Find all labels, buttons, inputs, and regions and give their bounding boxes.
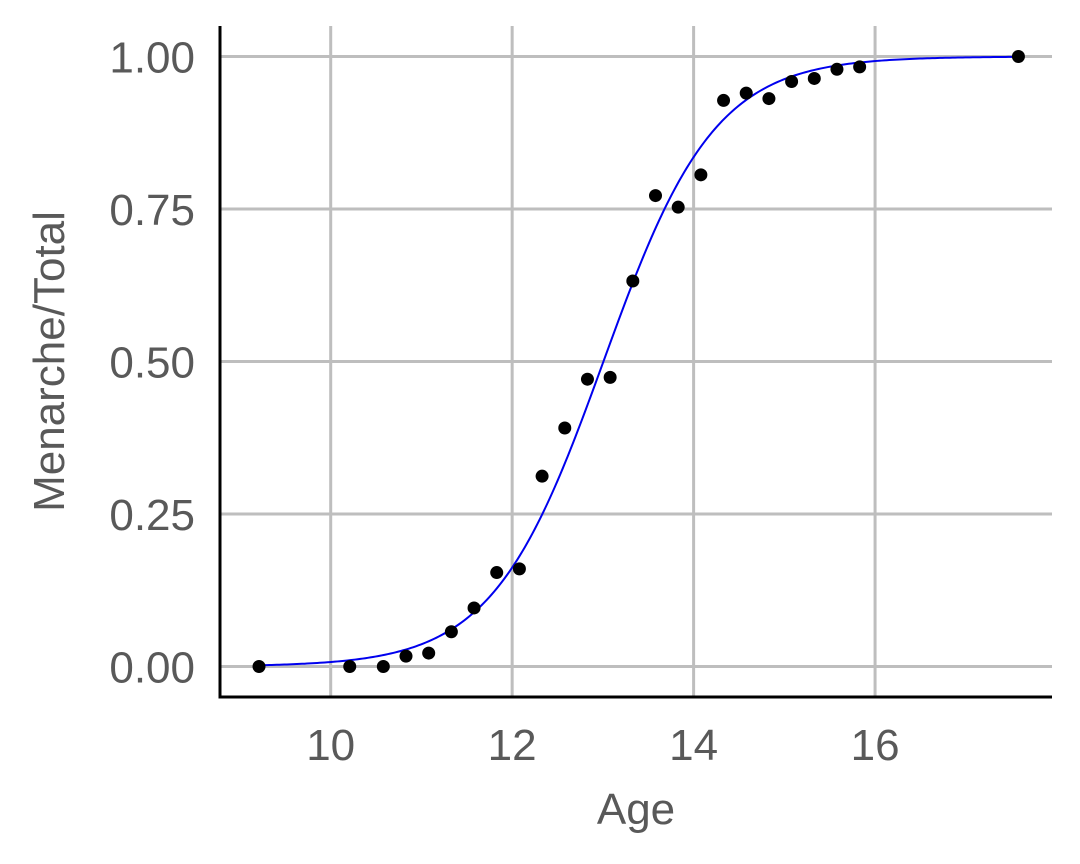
data-point [626,274,640,288]
data-point [694,168,708,182]
x-tick-label: 16 [851,721,900,770]
data-point [343,660,357,673]
data-point [830,62,844,76]
x-axis-title: Age [597,785,675,834]
axes [218,26,1052,699]
data-point [717,93,731,107]
grid [220,26,1052,697]
data-point [649,189,663,203]
y-tick-label: 0.75 [109,186,195,235]
data-point [252,660,266,673]
data-point [422,646,436,660]
y-tick-label: 0.25 [109,491,195,540]
y-tick-label: 1.00 [109,34,195,83]
y-axis-title: Menarche/Total [25,211,74,512]
fit-line [258,55,1019,667]
data-point [1011,50,1025,63]
data-point [739,86,753,100]
x-tick-label: 12 [488,721,537,770]
data-point [512,562,526,576]
data-point [671,200,685,214]
data-point [467,601,481,615]
data-point [376,660,390,673]
y-tick-label: 0.00 [109,644,195,693]
data-point [853,60,867,74]
data-point [490,566,504,580]
data-point [535,469,549,483]
y-tick-label: 0.50 [109,339,195,388]
data-point [603,370,617,384]
y-tick-labels: 0.00 0.25 0.50 0.75 1.00 [109,34,195,693]
data-point [580,372,594,386]
data-point [762,92,776,106]
data-points [252,50,1025,673]
data-point [399,649,413,663]
data-point [785,75,799,89]
x-tick-label: 14 [669,721,718,770]
x-tick-labels: 10 12 14 16 [306,721,899,770]
data-point [558,421,572,435]
data-point [807,71,821,85]
x-tick-label: 10 [306,721,355,770]
data-point [444,625,458,639]
